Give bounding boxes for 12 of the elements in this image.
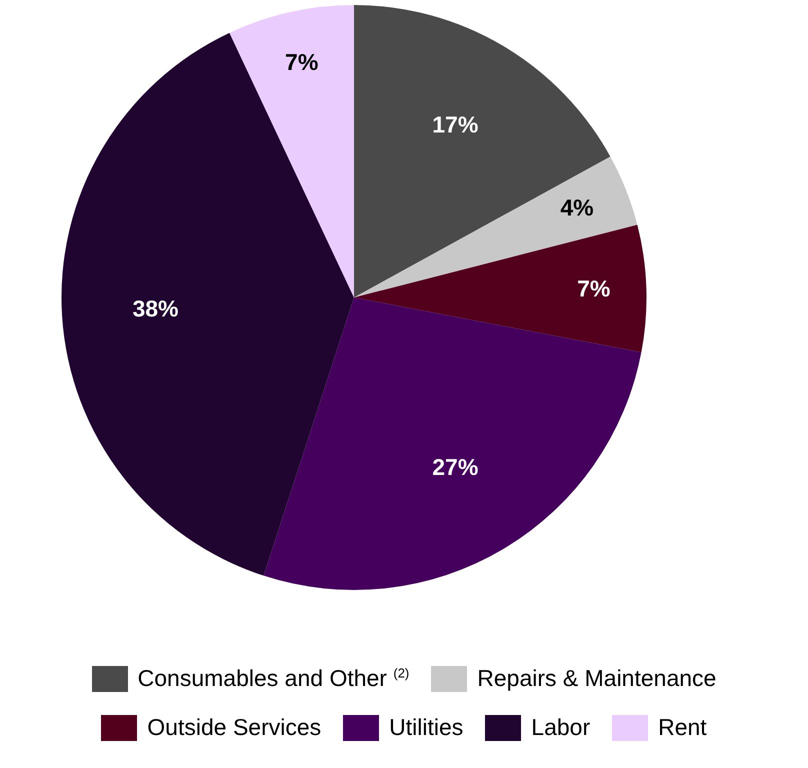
data-label: 17% xyxy=(432,112,478,138)
data-label: 7% xyxy=(577,275,610,302)
data-label: 27% xyxy=(432,454,478,480)
legend-label: Consumables and Other $^{(2)}$ xyxy=(138,665,410,692)
data-label: 4% xyxy=(560,194,594,221)
legend-label: Rent xyxy=(658,714,707,741)
data-label: 38% xyxy=(132,295,179,322)
legend-label: Labor xyxy=(531,714,590,741)
legend-label: Outside Services xyxy=(147,714,322,741)
data-label: 7% xyxy=(285,48,318,75)
legend-label: Repairs & Maintenance xyxy=(477,665,716,692)
legend-label: Utilities xyxy=(389,714,464,741)
